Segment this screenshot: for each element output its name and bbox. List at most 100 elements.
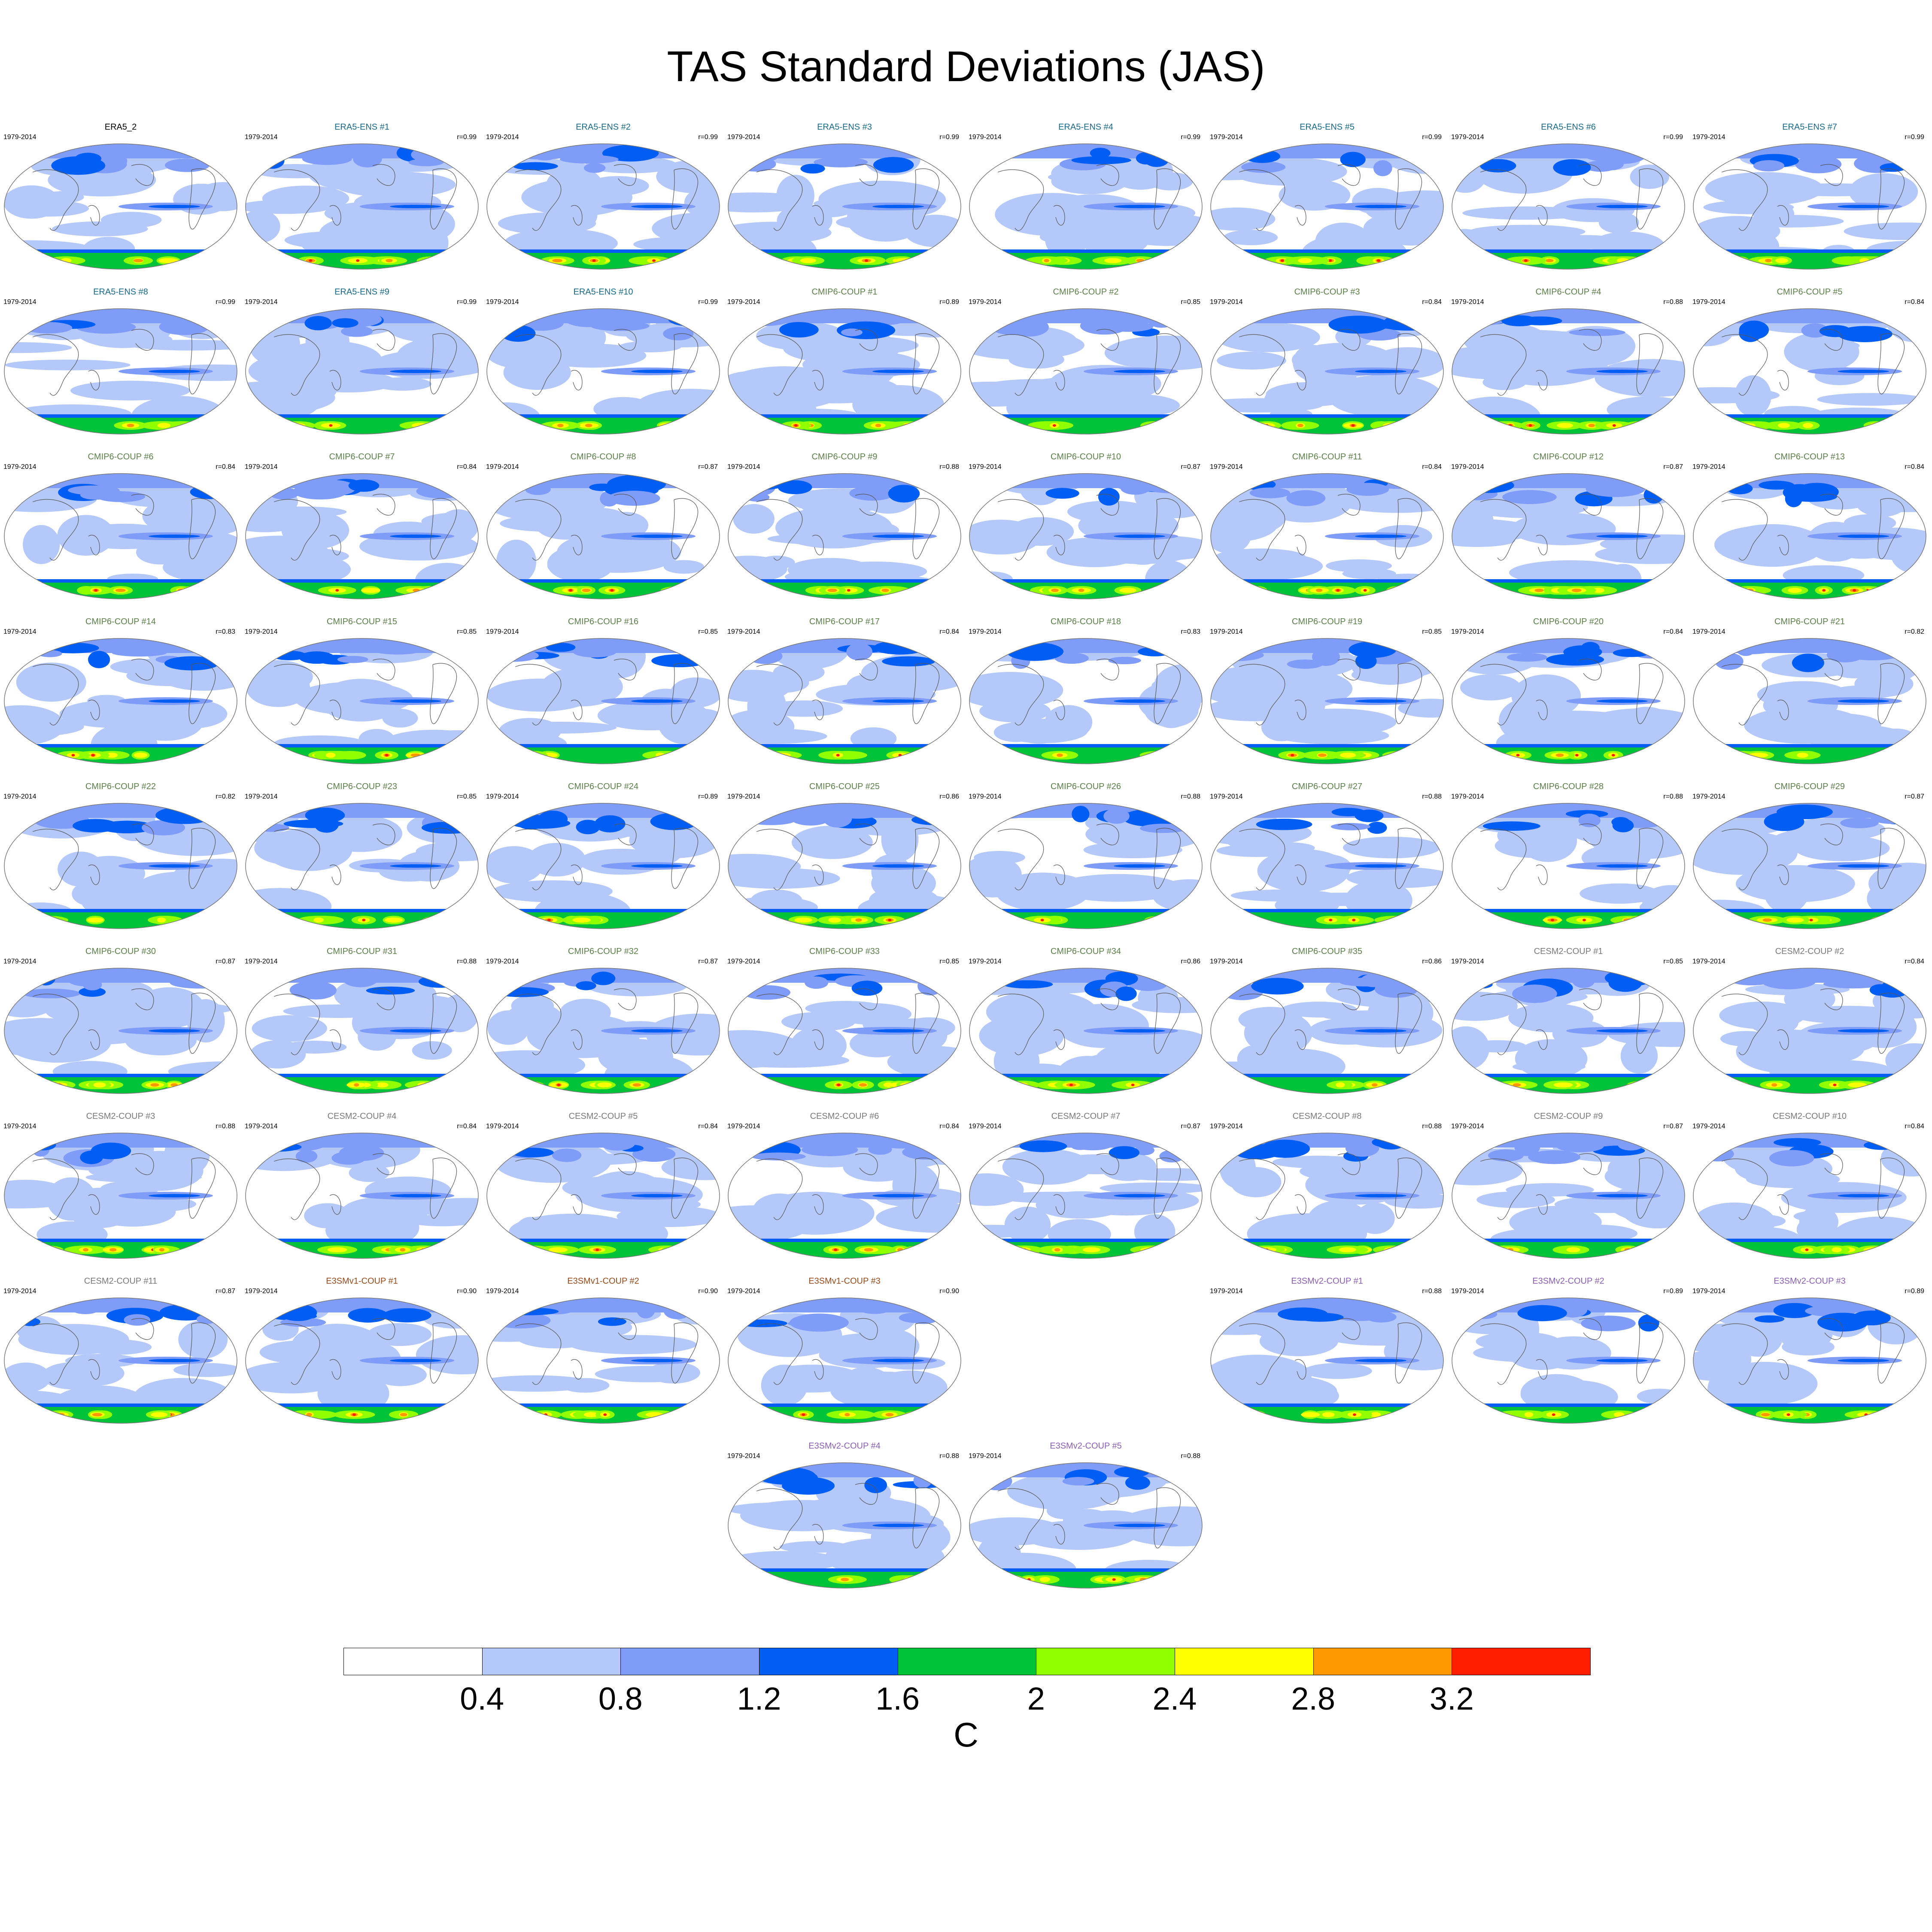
contour-antarctic-2.4-2.8: [1339, 1247, 1356, 1252]
contour-antarctic-3.2plus: [1611, 754, 1615, 756]
coastline: [32, 659, 216, 726]
contour-antarctic-2.4-2.8: [1238, 258, 1256, 263]
map-outline: [1693, 143, 1926, 270]
contour-antarctic-2.0-2.4: [255, 916, 289, 924]
contour-antarctic-2.8-3.2: [529, 1248, 537, 1252]
contour-enso-core: [631, 1359, 683, 1362]
map-outline: [1210, 1297, 1444, 1424]
map-panel: CESM2-COUP #11 1979-2014 r=0.87: [0, 1272, 241, 1437]
coastline: [1480, 164, 1664, 231]
contour-antarctic-2.0-2.4: [1465, 1081, 1488, 1089]
contour-antarctic-2.4-2.8: [597, 1082, 612, 1088]
coastline: [997, 329, 1181, 396]
contour-antarctic-2.8-3.2: [1151, 424, 1157, 427]
contour-antarctic-2.0-2.4: [33, 751, 52, 759]
panel-correlation: r=0.84: [1905, 463, 1924, 471]
contour-antarctic-2.4-2.8: [1481, 1412, 1500, 1417]
contour-antarctic-2.8-3.2: [41, 1413, 49, 1416]
map-outline: [245, 143, 479, 270]
map-outline: [245, 638, 479, 764]
contour-antarctic-3.2plus: [747, 424, 751, 427]
contour-antarctic-2.0-2.4: [971, 586, 1012, 595]
panel-period: 1979-2014: [1451, 463, 1484, 471]
contour-antarctic-2.0-2.4: [677, 751, 711, 759]
contour-antarctic-2.4-2.8: [28, 423, 41, 428]
contour-antarctic-3.2plus: [834, 1249, 838, 1251]
panel-period: 1979-2014: [486, 628, 519, 635]
panel-period: 1979-2014: [486, 793, 519, 800]
contour-0.8-1.2: [1452, 474, 1685, 488]
contour-antarctic-2.0-2.4: [1409, 751, 1438, 759]
contour-antarctic-2.4-2.8: [1648, 753, 1660, 758]
contour-antarctic-3.2plus: [1052, 424, 1056, 427]
contour-0.8-1.2: [969, 638, 1202, 653]
contour-antarctic-2.8-3.2: [1180, 918, 1188, 922]
map-panel: CESM2-COUP #8 1979-2014 r=0.88: [1206, 1107, 1448, 1272]
panel-title: CMIP6-COUP #3: [1294, 287, 1360, 297]
map-plot: [728, 308, 961, 434]
contour-antarctic-3.2plus: [280, 424, 284, 427]
contour-high-lat: [1792, 653, 1824, 672]
contour-antarctic-2.4-2.8: [1159, 1577, 1173, 1582]
contour-antarctic-3.2plus: [1822, 589, 1826, 592]
contour-0.4-0.8: [496, 539, 537, 584]
contour-high-lat: [513, 162, 558, 170]
contour-high-lat: [352, 150, 382, 167]
contour-antarctic-2.8-3.2: [410, 753, 421, 757]
map-panel: CESM2-COUP #7 1979-2014 r=0.87: [965, 1107, 1206, 1272]
contour-0.4-0.8: [869, 887, 939, 914]
map-panel: E3SMv2-COUP #4 1979-2014 r=0.88: [724, 1437, 965, 1602]
map-panel: ERA5-ENS #4 1979-2014 r=0.99: [965, 118, 1206, 283]
panel-correlation: r=0.89: [698, 793, 718, 800]
contour-antarctic-3.2plus: [595, 1249, 599, 1251]
contour-high-lat: [1482, 821, 1540, 831]
contour-antarctic-2.0-2.4: [1720, 421, 1738, 430]
contour-antarctic-2.4-2.8: [1719, 1412, 1733, 1417]
map-panel: ERA5-ENS #3 1979-2014 r=0.99: [724, 118, 965, 283]
map-outline: [1452, 968, 1685, 1094]
contour-antarctic-1.6-2.0: [487, 747, 720, 764]
contour-antarctic-2.4-2.8: [325, 753, 336, 758]
panel-period: 1979-2014: [969, 1123, 1002, 1130]
panel-title: CESM2-COUP #8: [1292, 1112, 1362, 1121]
contour-high-lat: [1241, 161, 1286, 173]
coastline: [997, 1153, 1181, 1220]
panel-period: 1979-2014: [245, 134, 278, 141]
panel-correlation: r=0.87: [1663, 463, 1683, 471]
contour-high-lat: [974, 811, 1027, 819]
contour-antarctic-2.8-3.2: [987, 918, 996, 922]
contour-enso-core: [1596, 864, 1648, 868]
coastline: [32, 988, 216, 1055]
map-plot: [245, 308, 479, 434]
coastline: [1239, 659, 1422, 726]
map-plot: [969, 1133, 1203, 1259]
contour-0.4-0.8: [1215, 548, 1306, 566]
contour-antarctic-2.0-2.4: [257, 1245, 280, 1254]
contour-high-lat: [22, 988, 81, 999]
contour-high-lat: [791, 811, 830, 826]
contour-antarctic-3.2plus: [610, 589, 614, 592]
contour-0.4-0.8: [1552, 1020, 1608, 1048]
contour-0.4-0.8: [4, 716, 84, 737]
contour-0.4-0.8: [1778, 183, 1890, 197]
contour-high-lat: [1098, 488, 1120, 506]
panel-period: 1979-2014: [3, 793, 36, 800]
contour-antarctic-2.8-3.2: [16, 918, 24, 922]
contour-antarctic-2.8-3.2: [749, 1578, 755, 1581]
contour-antarctic-2.8-3.2: [1765, 259, 1772, 262]
coastline: [273, 1318, 457, 1385]
panel-correlation: r=0.84: [1663, 628, 1683, 635]
contour-antarctic-3.2plus: [23, 259, 27, 262]
contour-0.4-0.8: [1152, 696, 1190, 728]
contour-antarctic-2.0-2.4: [988, 256, 1015, 265]
map-plot: [486, 473, 720, 599]
map-plot: [486, 1133, 720, 1259]
contour-antarctic-2.8-3.2: [39, 753, 46, 757]
contour-enso-core: [872, 535, 924, 538]
contour-antarctic-2.4-2.8: [1177, 917, 1192, 923]
map-plot: [486, 143, 720, 270]
panel-correlation: r=0.85: [1422, 628, 1442, 635]
map-outline: [1210, 473, 1444, 599]
contour-antarctic-2.8-3.2: [386, 259, 393, 262]
contour-antarctic-2.0-2.4: [904, 1410, 945, 1419]
